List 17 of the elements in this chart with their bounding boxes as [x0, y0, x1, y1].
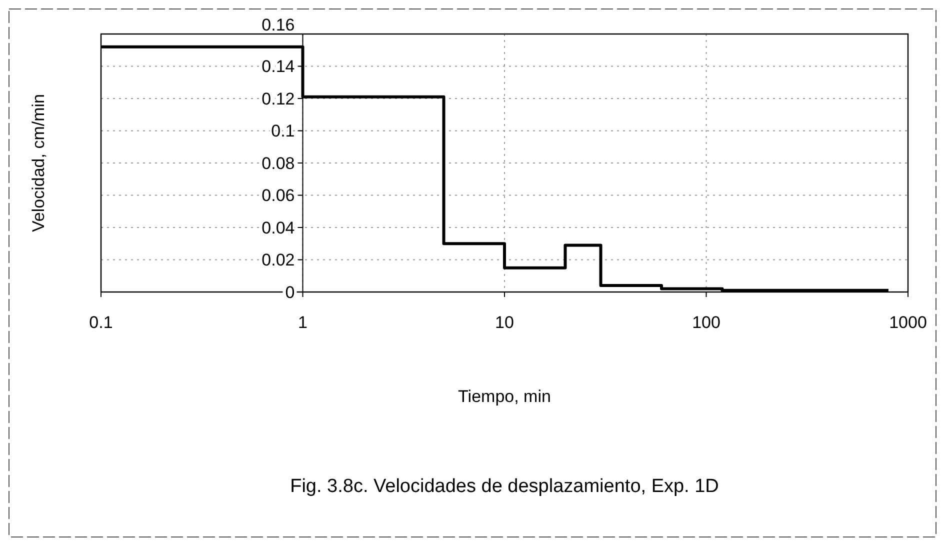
x-tick-label: 1000 — [889, 313, 927, 332]
y-tick-label: 0.16 — [262, 16, 295, 35]
y-tick-label: 0.02 — [262, 250, 295, 270]
x-tick-label: 1 — [298, 313, 308, 332]
y-tick-label: 0.06 — [262, 186, 295, 206]
x-tick-label: 10 — [495, 313, 514, 332]
x-axis-title: Tiempo, min — [458, 387, 551, 406]
y-tick-label: 0.14 — [262, 57, 295, 76]
y-tick-label: 0.04 — [262, 218, 295, 238]
x-tick-label: 100 — [692, 313, 720, 332]
y-tick-label: 0 — [285, 282, 295, 302]
y-axis-title: Velocidad, cm/min — [29, 94, 48, 232]
y-tick-label: 0.08 — [262, 154, 295, 173]
text: Fig. 3.8c. Velocidades de desplazamiento, Exp. 1D — [290, 476, 719, 497]
y-tick-label: 0.1 — [271, 122, 295, 141]
y-tick-label: 0.12 — [262, 89, 295, 108]
x-tick-label: 0.1 — [89, 313, 113, 332]
